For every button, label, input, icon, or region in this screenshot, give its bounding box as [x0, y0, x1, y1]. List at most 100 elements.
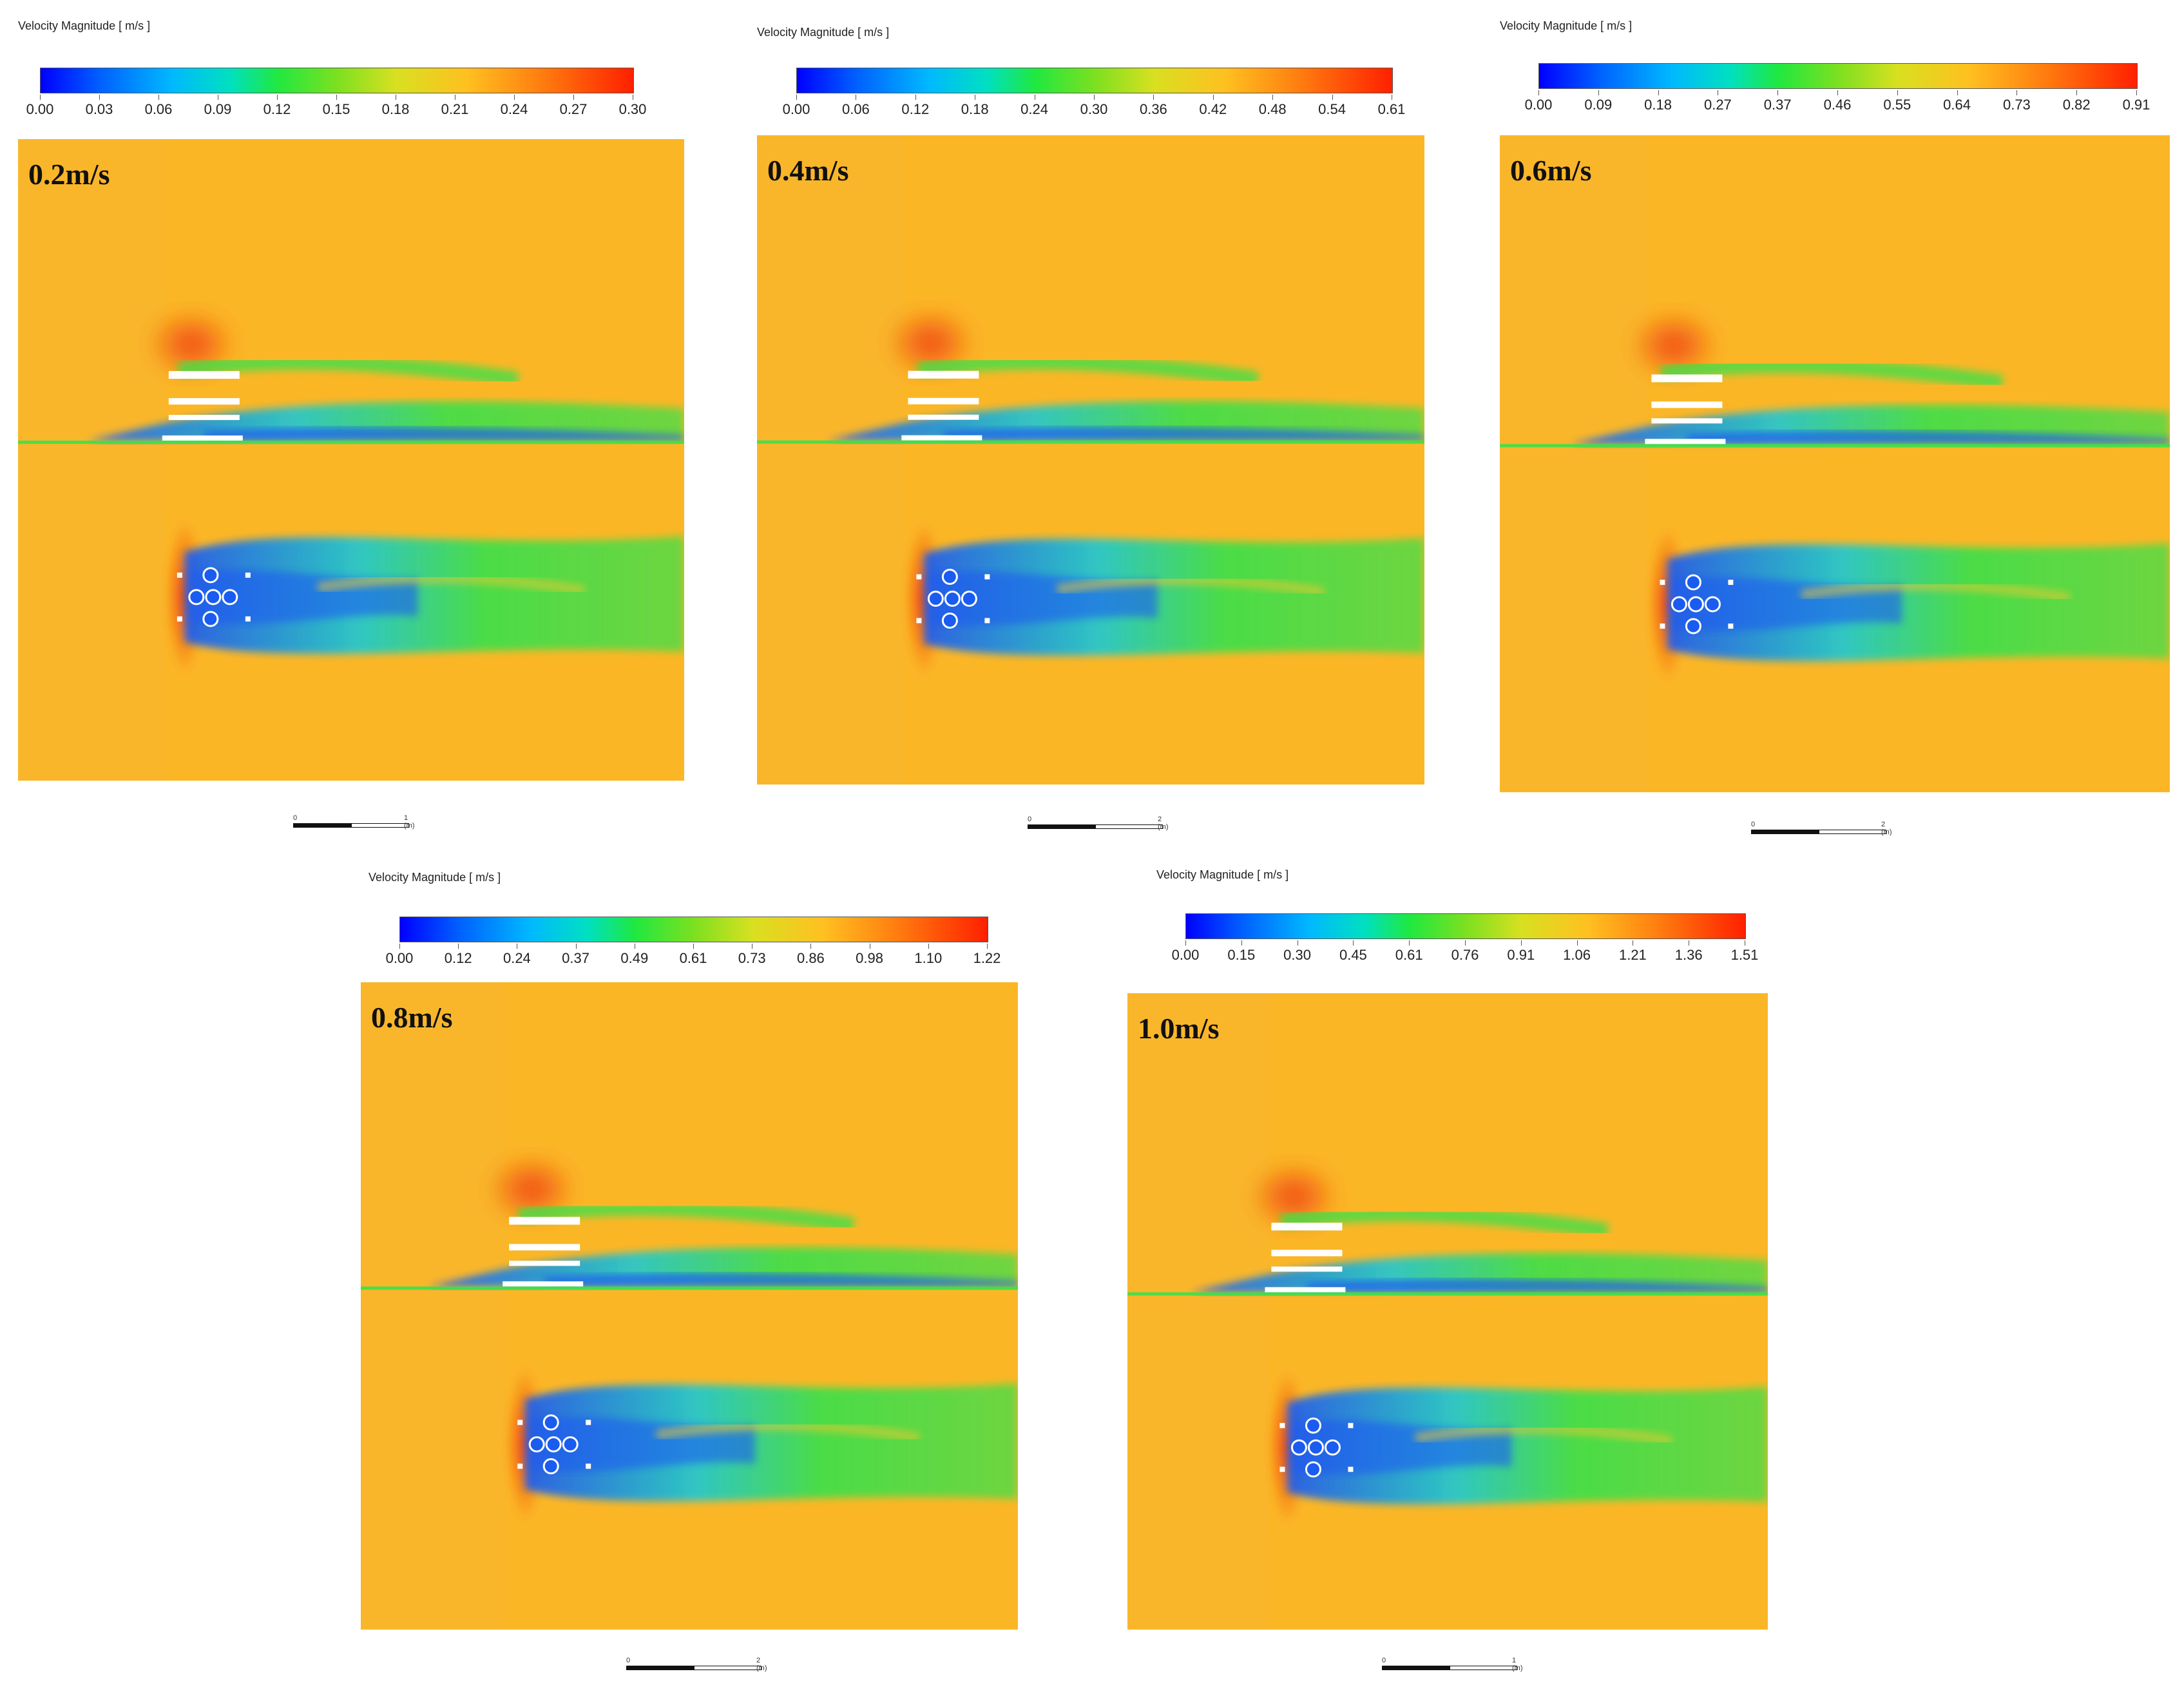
colorbar-tick-label: 0.54	[1318, 101, 1346, 117]
cylinder-pile	[562, 1436, 579, 1452]
cylinder-pile	[202, 567, 219, 584]
colorbar-tick-mark	[1658, 90, 1659, 95]
contour-plot: 1.0m/s	[1127, 993, 1768, 1630]
scale-bar-left-label: 0	[1028, 815, 1032, 823]
upstream-zone	[757, 135, 904, 785]
structure-deck-3	[908, 414, 979, 420]
colorbar-tick-label: 0.27	[1703, 97, 1732, 113]
scale-bar-white	[1450, 1666, 1517, 1670]
colorbar-tick-label: 1.10	[914, 950, 943, 966]
colorbar-tick-label: 0.30	[1283, 947, 1312, 963]
colorbar-tick-label: 0.21	[441, 101, 469, 117]
cylinder-pile	[1290, 1439, 1307, 1456]
seabed-line	[361, 1286, 1018, 1290]
colorbar-tick-mark	[2136, 90, 2137, 95]
colorbar-tick-mark	[1409, 940, 1410, 946]
scale-bar-left-label: 0	[1382, 1657, 1386, 1664]
colorbar-tick-mark	[1353, 940, 1354, 946]
cylinder-pile	[961, 591, 977, 607]
cylinder-pile	[528, 1436, 545, 1452]
plan-wake	[184, 535, 684, 654]
colorbar-tick-mark	[1212, 95, 1214, 100]
upstream-zone	[1500, 135, 1647, 792]
inflow-velocity-label: 0.4m/s	[767, 154, 849, 187]
colorbar	[1538, 63, 2138, 89]
corner-post	[1348, 1467, 1354, 1472]
corner-post	[245, 572, 251, 578]
colorbar-tick-label: 0.15	[1227, 947, 1256, 963]
colorbar-tick-mark	[987, 944, 988, 949]
plan-inner-streak	[655, 1421, 921, 1443]
colorbar-tick-label: 0.45	[1339, 947, 1367, 963]
colorbar	[1185, 913, 1746, 939]
structure-deck-2	[168, 398, 240, 405]
structure-deck-3	[1271, 1266, 1343, 1272]
scale-bar: 0 1 (m)	[1382, 1657, 1523, 1673]
colorbar-tick-label: 1.36	[1674, 947, 1703, 963]
cylinder-pile	[1685, 574, 1701, 591]
cylinder-pile	[1671, 596, 1687, 613]
cylinder-pile	[222, 589, 238, 605]
colorbar-tick-label: 0.82	[2062, 97, 2091, 113]
colorbar	[399, 917, 988, 942]
colorbar-tick-mark	[1332, 95, 1333, 100]
structure-deck-2	[908, 397, 979, 404]
colorbar-tick-mark	[40, 95, 41, 100]
contour-plot: 0.8m/s	[361, 982, 1018, 1630]
corner-post	[177, 616, 182, 622]
corner-post	[1279, 1467, 1285, 1472]
side-shear-layer	[517, 1200, 855, 1233]
seabed-line	[757, 440, 1424, 444]
colorbar-tick-label: 0.30	[618, 101, 647, 117]
colorbar-tick-mark	[277, 95, 278, 100]
colorbar-tick-label: 0.91	[1507, 947, 1535, 963]
colorbar-tick-label: 0.09	[1584, 97, 1613, 113]
colorbar-tick-label: 0.36	[1139, 101, 1167, 117]
colorbar-tick-label: 0.12	[901, 101, 930, 117]
colorbar-ticks: 0.00 0.06 0.12 0.18 0.24 0.30 0.36 0.42 0.48 0.54…	[783, 95, 1405, 117]
cylinder-pile	[941, 613, 958, 629]
cylinder-pile	[1704, 596, 1721, 613]
colorbar-tick-label: 0.73	[2002, 97, 2031, 113]
contour-svg	[757, 135, 1424, 785]
colorbar-tick-mark	[573, 95, 574, 100]
colorbar-tick-label: 0.91	[2122, 97, 2150, 113]
colorbar-title: Velocity Magnitude [ m/s ]	[757, 26, 890, 39]
plan-wake	[1287, 1386, 1768, 1505]
colorbar-ticks: 0.00 0.12 0.24 0.37 0.49 0.61 0.73 0.86 0.98 1.10…	[386, 944, 1001, 966]
corner-post	[1660, 580, 1665, 585]
colorbar-tick-label: 0.48	[1258, 101, 1287, 117]
colorbar-tick-label: 0.00	[782, 101, 810, 117]
colorbar-tick-label: 0.06	[144, 101, 173, 117]
colorbar-tick-mark	[514, 95, 515, 100]
scale-bar-black	[293, 823, 351, 828]
structure-deck-2	[509, 1244, 580, 1251]
colorbar-tick-label: 1.22	[973, 950, 1001, 966]
colorbar-title: Velocity Magnitude [ m/s ]	[369, 871, 501, 884]
corner-post	[1728, 623, 1734, 629]
colorbar-tick-label: 0.12	[444, 950, 472, 966]
corner-post	[177, 572, 182, 578]
colorbar-tick-mark	[1094, 95, 1095, 100]
scale-bar-white	[694, 1666, 762, 1670]
scale-bar-black	[1382, 1666, 1450, 1670]
colorbar-tick-mark	[99, 95, 100, 100]
plan-inner-streak	[317, 574, 586, 595]
colorbar-tick-label: 0.86	[796, 950, 825, 966]
cylinder-pile	[944, 591, 961, 607]
side-wake-core	[1307, 1279, 1768, 1293]
corner-post	[984, 574, 990, 580]
cylinder-pile	[188, 589, 205, 605]
structure-base	[1265, 1287, 1346, 1293]
colorbar-tick-mark	[575, 944, 577, 949]
colorbar-ticks: 0.00 0.09 0.18 0.27 0.37 0.46 0.55 0.64 0.73 0.82…	[1525, 90, 2150, 113]
colorbar-tick-label: 0.06	[841, 101, 870, 117]
colorbar-tick-label: 0.61	[679, 950, 707, 966]
colorbar-tick-mark	[1598, 90, 1599, 95]
corner-post	[586, 1463, 591, 1469]
colorbar-tick-mark	[810, 944, 812, 949]
cylinder-pile	[205, 589, 222, 605]
colorbar-tick-mark	[1520, 940, 1522, 946]
plan-wake	[924, 537, 1424, 656]
colorbar-tick-mark	[1538, 90, 1539, 95]
